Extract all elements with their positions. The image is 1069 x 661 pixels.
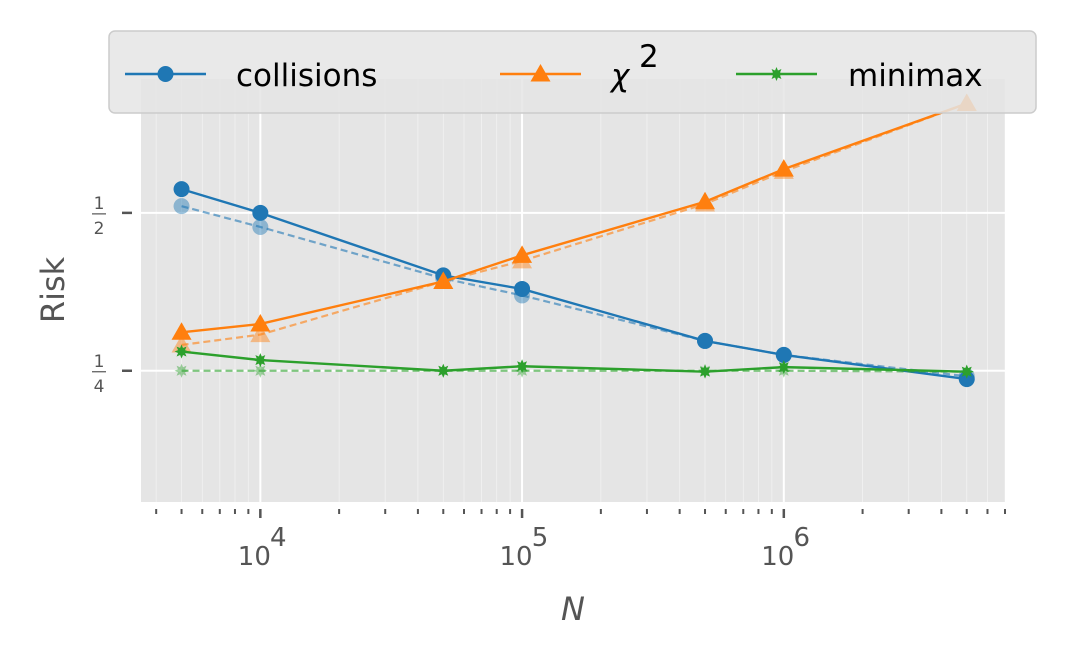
expected-point <box>173 198 190 215</box>
minor-grid <box>155 79 1006 502</box>
data-point <box>436 363 451 378</box>
y-axis-title: Risk <box>34 256 72 323</box>
data-point <box>959 364 974 379</box>
series-layer <box>171 93 977 388</box>
data-point <box>514 280 531 297</box>
expected-point <box>253 363 268 378</box>
series-expected-line <box>181 369 967 373</box>
data-point <box>776 360 791 375</box>
y-tick-denominator: 2 <box>94 219 105 239</box>
expected-point <box>174 363 189 378</box>
legend-marker-circle <box>157 66 174 82</box>
x-axis-title: N <box>561 590 585 628</box>
series-circle <box>173 181 975 388</box>
data-point <box>250 313 271 332</box>
data-point <box>252 204 269 221</box>
data-point <box>698 364 713 379</box>
x-tick-label: 10 <box>500 542 533 572</box>
legend-box <box>108 30 1037 114</box>
data-point <box>174 344 189 359</box>
data-point <box>697 332 714 349</box>
data-point <box>773 159 794 177</box>
x-tick-exponent: 4 <box>270 523 287 553</box>
data-point <box>433 271 454 289</box>
y-tick-numerator: 1 <box>94 352 105 372</box>
y-tick-numerator: 1 <box>94 194 105 214</box>
legend: collisions χ2 minimax <box>108 30 1037 114</box>
legend-label: collisions <box>236 58 377 94</box>
data-point <box>253 353 268 368</box>
data-point <box>695 191 716 210</box>
x-tick-exponent: 6 <box>794 523 811 553</box>
expected-point <box>171 334 192 353</box>
x-tick-label: 10 <box>238 542 271 572</box>
x-tick-label: 10 <box>761 542 794 572</box>
data-point <box>512 245 533 263</box>
x-tick-exponent: 5 <box>532 523 549 553</box>
legend-label: minimax <box>848 58 983 94</box>
legend-marker-star <box>769 67 784 81</box>
data-point <box>515 359 530 374</box>
expected-point <box>252 218 269 235</box>
series-star <box>174 344 974 379</box>
expected-point <box>250 324 271 343</box>
y-tick-denominator: 4 <box>94 377 105 397</box>
data-point <box>173 181 190 198</box>
legend-label-superscript: 2 <box>639 39 659 75</box>
data-point <box>775 346 792 363</box>
plot-area <box>141 79 1005 502</box>
legend-marker-triangle <box>530 64 551 82</box>
legend-label: χ <box>609 58 631 94</box>
data-point <box>171 322 192 340</box>
y-axis: 1 2 1 4 <box>92 194 132 397</box>
